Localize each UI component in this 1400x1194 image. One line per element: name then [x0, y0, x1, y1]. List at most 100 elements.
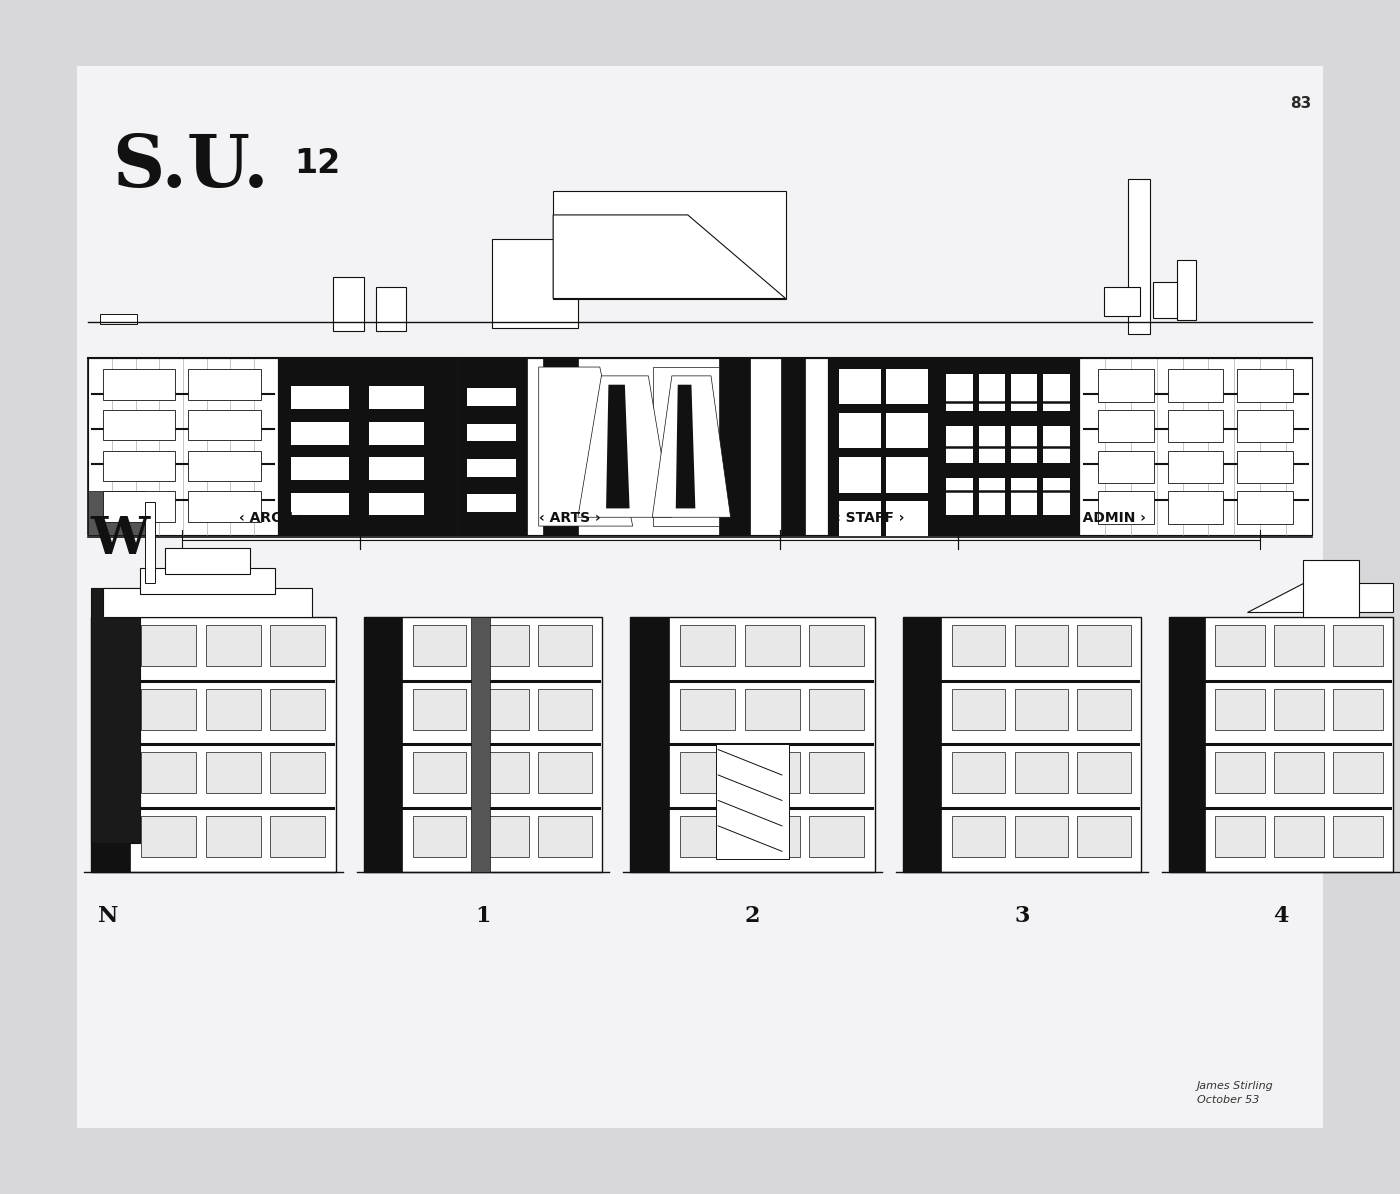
Bar — [101, 314, 137, 324]
Bar — [539, 624, 592, 666]
Bar — [979, 374, 1005, 411]
Bar — [715, 745, 790, 858]
Bar — [903, 617, 1141, 872]
Text: ‹ ARTS ›: ‹ ARTS › — [539, 511, 601, 525]
Bar — [1152, 282, 1180, 318]
Bar — [680, 624, 735, 666]
Bar — [437, 358, 456, 535]
Bar — [277, 358, 437, 535]
Bar — [91, 617, 336, 872]
Polygon shape — [652, 367, 718, 527]
Bar — [1215, 752, 1266, 794]
Bar — [718, 358, 750, 535]
Bar — [476, 624, 529, 666]
Bar — [1015, 816, 1068, 857]
Bar — [1015, 689, 1068, 730]
Bar — [886, 501, 928, 536]
Bar — [553, 191, 785, 298]
Bar — [979, 478, 1005, 515]
Polygon shape — [652, 376, 731, 517]
Bar — [1015, 752, 1068, 794]
Bar — [141, 689, 196, 730]
Bar — [1215, 816, 1266, 857]
Bar — [141, 752, 196, 794]
Bar — [476, 816, 529, 857]
Bar — [1078, 689, 1131, 730]
Bar — [88, 491, 146, 535]
Bar — [413, 816, 466, 857]
Bar — [539, 816, 592, 857]
Bar — [270, 624, 325, 666]
Bar — [1078, 624, 1131, 666]
Bar — [840, 457, 882, 492]
Bar — [840, 501, 882, 536]
Bar — [680, 816, 735, 857]
Bar — [1177, 260, 1196, 320]
Text: N: N — [98, 905, 119, 927]
Bar — [146, 501, 155, 583]
Polygon shape — [553, 215, 785, 298]
Bar — [886, 413, 928, 448]
Bar — [1274, 624, 1324, 666]
Bar — [188, 491, 260, 522]
Bar — [188, 410, 260, 441]
Bar — [1043, 374, 1070, 411]
Text: S.U.: S.U. — [112, 131, 269, 202]
Bar — [1168, 369, 1224, 402]
Bar — [206, 816, 260, 857]
Bar — [1274, 816, 1324, 857]
Bar — [840, 369, 882, 404]
Bar — [476, 752, 529, 794]
Bar — [745, 816, 799, 857]
Bar — [809, 624, 864, 666]
Bar — [539, 752, 592, 794]
Bar — [350, 358, 368, 535]
Bar — [952, 624, 1005, 666]
Bar — [141, 816, 196, 857]
Text: 3: 3 — [1015, 905, 1029, 927]
Bar — [946, 426, 973, 463]
Bar — [140, 568, 274, 595]
Bar — [413, 624, 466, 666]
Bar — [468, 494, 517, 512]
Bar — [1079, 358, 1312, 535]
Bar — [1215, 689, 1266, 730]
Bar — [437, 358, 829, 535]
Bar — [188, 369, 260, 400]
Bar — [88, 358, 277, 535]
Bar — [886, 457, 928, 492]
Text: ‹ ARCH ›: ‹ ARCH › — [238, 511, 304, 525]
Bar — [1011, 426, 1037, 463]
Bar — [291, 421, 424, 445]
Bar — [291, 457, 424, 480]
Text: 12: 12 — [294, 147, 340, 180]
Bar — [1169, 617, 1393, 872]
Bar — [1015, 624, 1068, 666]
Bar — [456, 358, 526, 535]
Bar — [1078, 816, 1131, 857]
Bar — [1238, 410, 1294, 443]
Bar — [102, 491, 175, 522]
Bar — [840, 413, 882, 448]
Bar — [903, 617, 941, 872]
Bar — [291, 387, 424, 410]
Bar — [102, 369, 175, 400]
Bar — [1098, 410, 1154, 443]
Bar — [1168, 410, 1224, 443]
Bar — [680, 689, 735, 730]
Bar — [1078, 752, 1131, 794]
Bar — [1238, 491, 1294, 524]
Bar — [1303, 560, 1359, 617]
Bar — [206, 689, 260, 730]
Bar — [946, 374, 973, 411]
Bar — [1128, 179, 1151, 334]
Bar — [745, 752, 799, 794]
Bar — [938, 358, 1079, 535]
Bar — [102, 410, 175, 441]
Bar — [141, 624, 196, 666]
Bar — [1238, 369, 1294, 402]
Text: 1: 1 — [475, 905, 491, 927]
Bar — [165, 548, 251, 574]
Bar — [1098, 450, 1154, 484]
Bar — [952, 752, 1005, 794]
